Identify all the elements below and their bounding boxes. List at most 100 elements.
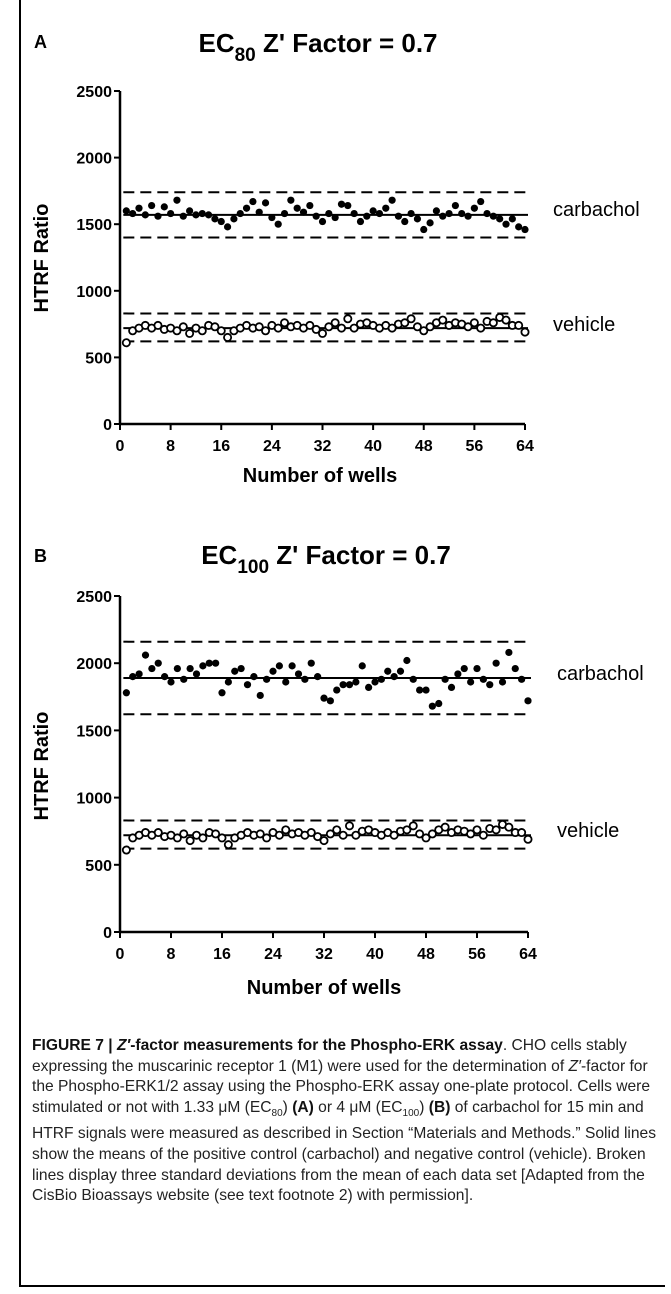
- data-point-carbachol: [489, 212, 497, 220]
- data-point-carbachol: [261, 199, 270, 207]
- data-point-carbachol: [148, 201, 156, 210]
- data-point-carbachol: [439, 212, 447, 220]
- data-point-vehicle: [317, 328, 327, 338]
- data-point-carbachol: [167, 678, 175, 686]
- data-point-vehicle: [343, 314, 353, 324]
- data-point-carbachol: [294, 670, 303, 678]
- data-point-vehicle: [408, 821, 418, 831]
- data-point-carbachol: [256, 691, 264, 700]
- data-point-carbachol: [502, 220, 510, 228]
- data-point-carbachol: [255, 208, 263, 216]
- data-point-carbachol: [521, 225, 529, 234]
- data-point-carbachol: [339, 681, 347, 689]
- data-point-vehicle: [400, 318, 410, 328]
- x-tick-label: 64: [519, 946, 537, 963]
- y-tick-label: 2000: [76, 151, 112, 168]
- data-point-vehicle: [280, 318, 290, 328]
- data-point-carbachol: [242, 204, 251, 212]
- data-point-carbachol: [511, 664, 519, 673]
- data-point-vehicle: [255, 829, 265, 839]
- data-point-carbachol: [369, 207, 377, 215]
- x-tick-label: 0: [116, 438, 125, 455]
- data-point-carbachol: [192, 670, 201, 678]
- data-point-vehicle: [438, 315, 448, 325]
- data-point-carbachol: [249, 197, 257, 206]
- data-point-carbachol: [416, 686, 424, 694]
- chart-panel-b: B EC100 Z' Factor = 0.7 HTRF Ratio Numbe…: [31, 540, 644, 999]
- data-point-vehicle: [351, 830, 361, 840]
- data-point-vehicle: [491, 825, 501, 835]
- data-point-carbachol: [454, 670, 462, 678]
- data-point-vehicle: [273, 323, 283, 333]
- series-label-carbachol-a: carbachol: [553, 199, 640, 221]
- data-point-carbachol: [382, 204, 390, 212]
- caption-heading: -factor measurements for the Phospho-ERK…: [130, 1037, 503, 1054]
- x-tick-label: 24: [263, 438, 281, 455]
- data-point-carbachol: [479, 675, 487, 683]
- data-point-carbachol: [352, 678, 360, 686]
- data-point-carbachol: [515, 223, 523, 231]
- data-point-carbachol: [154, 659, 162, 667]
- data-point-carbachol: [198, 209, 206, 218]
- data-point-carbachol: [129, 209, 137, 218]
- data-point-vehicle: [440, 822, 450, 832]
- data-point-carbachol: [243, 681, 252, 689]
- caption-sub-80: 80: [271, 1107, 283, 1119]
- data-point-vehicle: [514, 320, 524, 330]
- data-point-carbachol: [388, 196, 396, 204]
- data-point-carbachol: [293, 204, 301, 212]
- data-point-vehicle: [216, 326, 226, 336]
- data-point-vehicle: [121, 845, 131, 855]
- figure-caption: FIGURE 7 | Z′-factor measurements for th…: [32, 1036, 658, 1207]
- data-point-carbachol: [122, 689, 130, 697]
- data-point-vehicle: [153, 320, 163, 330]
- data-point-carbachol: [204, 211, 213, 219]
- data-point-carbachol: [173, 664, 181, 673]
- data-point-carbachol: [199, 662, 207, 670]
- data-point-carbachol: [307, 659, 315, 667]
- data-point-carbachol: [223, 223, 232, 231]
- data-point-carbachol: [384, 667, 392, 675]
- data-point-carbachol: [275, 662, 283, 670]
- data-point-vehicle: [488, 318, 498, 328]
- data-point-carbachol: [141, 211, 149, 219]
- x-tick-label: 32: [314, 438, 332, 455]
- data-point-carbachol: [428, 702, 436, 710]
- data-point-vehicle: [338, 830, 348, 840]
- data-point-carbachol: [180, 675, 188, 683]
- figure-frame: [19, 0, 665, 1287]
- data-point-carbachol: [458, 209, 466, 218]
- y-tick-label: 1000: [76, 284, 112, 301]
- data-point-carbachol: [205, 659, 213, 667]
- y-tick-label: 1500: [76, 217, 112, 234]
- data-point-carbachol: [464, 212, 472, 220]
- chart-title-b: EC100 Z' Factor = 0.7: [201, 540, 451, 578]
- caption-sub-100: 100: [402, 1107, 420, 1119]
- data-point-vehicle: [274, 830, 284, 840]
- caption-text-6: of carbachol for 15 min and HTRF signals…: [32, 1098, 657, 1205]
- data-point-carbachol: [186, 207, 194, 215]
- data-point-carbachol: [288, 662, 296, 670]
- data-point-carbachol: [312, 212, 320, 220]
- data-point-carbachol: [375, 209, 384, 218]
- data-point-vehicle: [211, 829, 221, 839]
- data-point-carbachol: [122, 207, 130, 215]
- data-point-vehicle: [387, 323, 397, 333]
- data-point-vehicle: [517, 828, 527, 838]
- data-point-vehicle: [319, 836, 329, 846]
- data-point-vehicle: [223, 840, 233, 850]
- caption-text-5: ): [419, 1098, 429, 1116]
- data-point-carbachol: [326, 697, 334, 705]
- data-point-carbachol: [447, 683, 456, 691]
- data-point-vehicle: [172, 326, 182, 336]
- y-tick-label: 2000: [76, 656, 112, 673]
- x-tick-label: 64: [516, 438, 534, 455]
- data-point-carbachol: [363, 212, 371, 220]
- plot-area-b: 0 500 1000 1500 2000 2500 0 8 16 24 32 40 48 56 64: [76, 589, 537, 963]
- caption-text-2: -factor for the Phospho-ERK1/2 assay usi…: [32, 1057, 651, 1116]
- series-label-vehicle-b: vehicle: [557, 820, 619, 842]
- data-point-vehicle: [425, 322, 435, 332]
- x-tick-label: 8: [167, 946, 176, 963]
- x-tick-label: 40: [366, 946, 384, 963]
- data-point-vehicle: [311, 324, 321, 334]
